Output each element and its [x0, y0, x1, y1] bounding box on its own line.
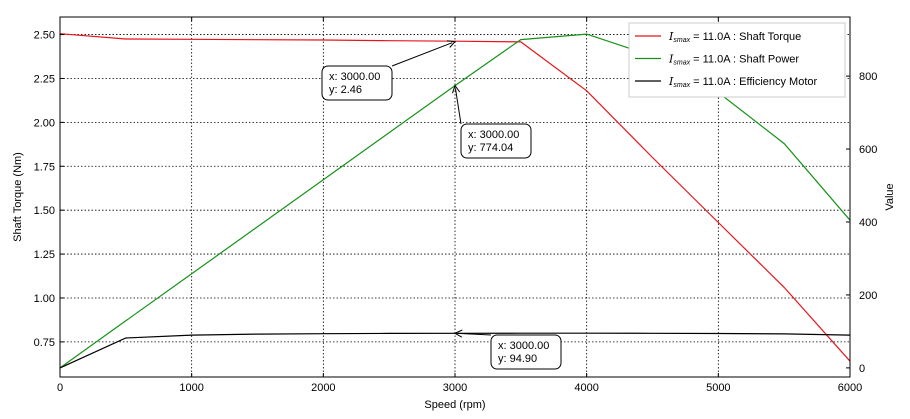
legend-label: Ismax = 11.0A : Shaft Torque [668, 30, 801, 44]
annotation-arrowhead [453, 329, 463, 338]
legend-label: Ismax = 11.0A : Efficiency Motor [668, 75, 818, 89]
y-tick-label-right: 800 [859, 71, 877, 83]
ticks: 0 1000 2000 3000 4000 5000 60000.751.001.251.5… [34, 17, 877, 394]
y-tick-label-right: 400 [859, 217, 877, 229]
y-tick-label-right: 0 [859, 363, 865, 375]
annotation-arrowhead [446, 40, 457, 48]
legend-box [628, 22, 846, 98]
y-axis-label-right: Value [884, 183, 896, 210]
annotation-box [460, 123, 532, 159]
x-tick-label: 4000 [574, 382, 598, 394]
legend-item-3: Ismax = 11.0A : Efficiency Motor [635, 75, 818, 89]
annotation-y-text: y: 94.90 [498, 353, 537, 365]
x-axis-label: Speed (rpm) [424, 399, 485, 411]
y-tick-label-right: 200 [859, 290, 877, 302]
y-tick-label-left: 1.00 [34, 293, 55, 305]
legend-item-2: Ismax = 11.0A : Shaft Power [635, 53, 799, 67]
annotation-x-text: x: 3000.00 [498, 340, 549, 352]
x-tick-label: 1000 [179, 382, 203, 394]
annotation-arrow [391, 42, 453, 67]
x-tick-label: 0 [57, 382, 63, 394]
annotation-arrowhead [452, 84, 461, 94]
annotation-2: x: 3000.00y: 774.04 [452, 84, 532, 159]
annotations: x: 3000.00y: 2.46x: 3000.00y: 774.04x: 3… [321, 40, 562, 370]
annotation-3: x: 3000.00y: 94.90 [453, 329, 562, 370]
legend-item-1: Ismax = 11.0A : Shaft Torque [635, 30, 801, 44]
annotation-x-text: x: 3000.00 [468, 129, 519, 141]
x-tick-label: 3000 [443, 382, 467, 394]
annotation-x-text: x: 3000.00 [329, 71, 380, 83]
y-axis-label-left: Shaft Torque (Nm) [12, 152, 24, 242]
annotation-1: x: 3000.00y: 2.46 [321, 40, 457, 101]
annotation-arrow [454, 88, 462, 125]
y-tick-label-left: 2.00 [34, 117, 55, 129]
annotation-y-text: y: 774.04 [468, 142, 513, 154]
x-tick-label: 2000 [311, 382, 335, 394]
annotation-box [321, 65, 393, 101]
x-tick-label: 5000 [706, 382, 730, 394]
y-tick-label-left: 2.25 [34, 73, 55, 85]
annotation-box [490, 334, 562, 370]
legend: Ismax = 11.0A : Shaft Torque Ismax = 11.0… [628, 22, 846, 98]
y-tick-label-left: 1.50 [34, 205, 55, 217]
annotation-arrow [457, 332, 492, 336]
annotation-y-text: y: 2.46 [329, 84, 362, 96]
y-tick-label-right: 600 [859, 144, 877, 156]
y-tick-label-left: 0.75 [34, 337, 55, 349]
legend-label: Ismax = 11.0A : Shaft Power [668, 53, 799, 67]
y-tick-label-left: 1.25 [34, 249, 55, 261]
y-tick-label-left: 1.75 [34, 161, 55, 173]
x-tick-label: 6000 [838, 382, 862, 394]
y-tick-label-left: 2.50 [34, 30, 55, 42]
